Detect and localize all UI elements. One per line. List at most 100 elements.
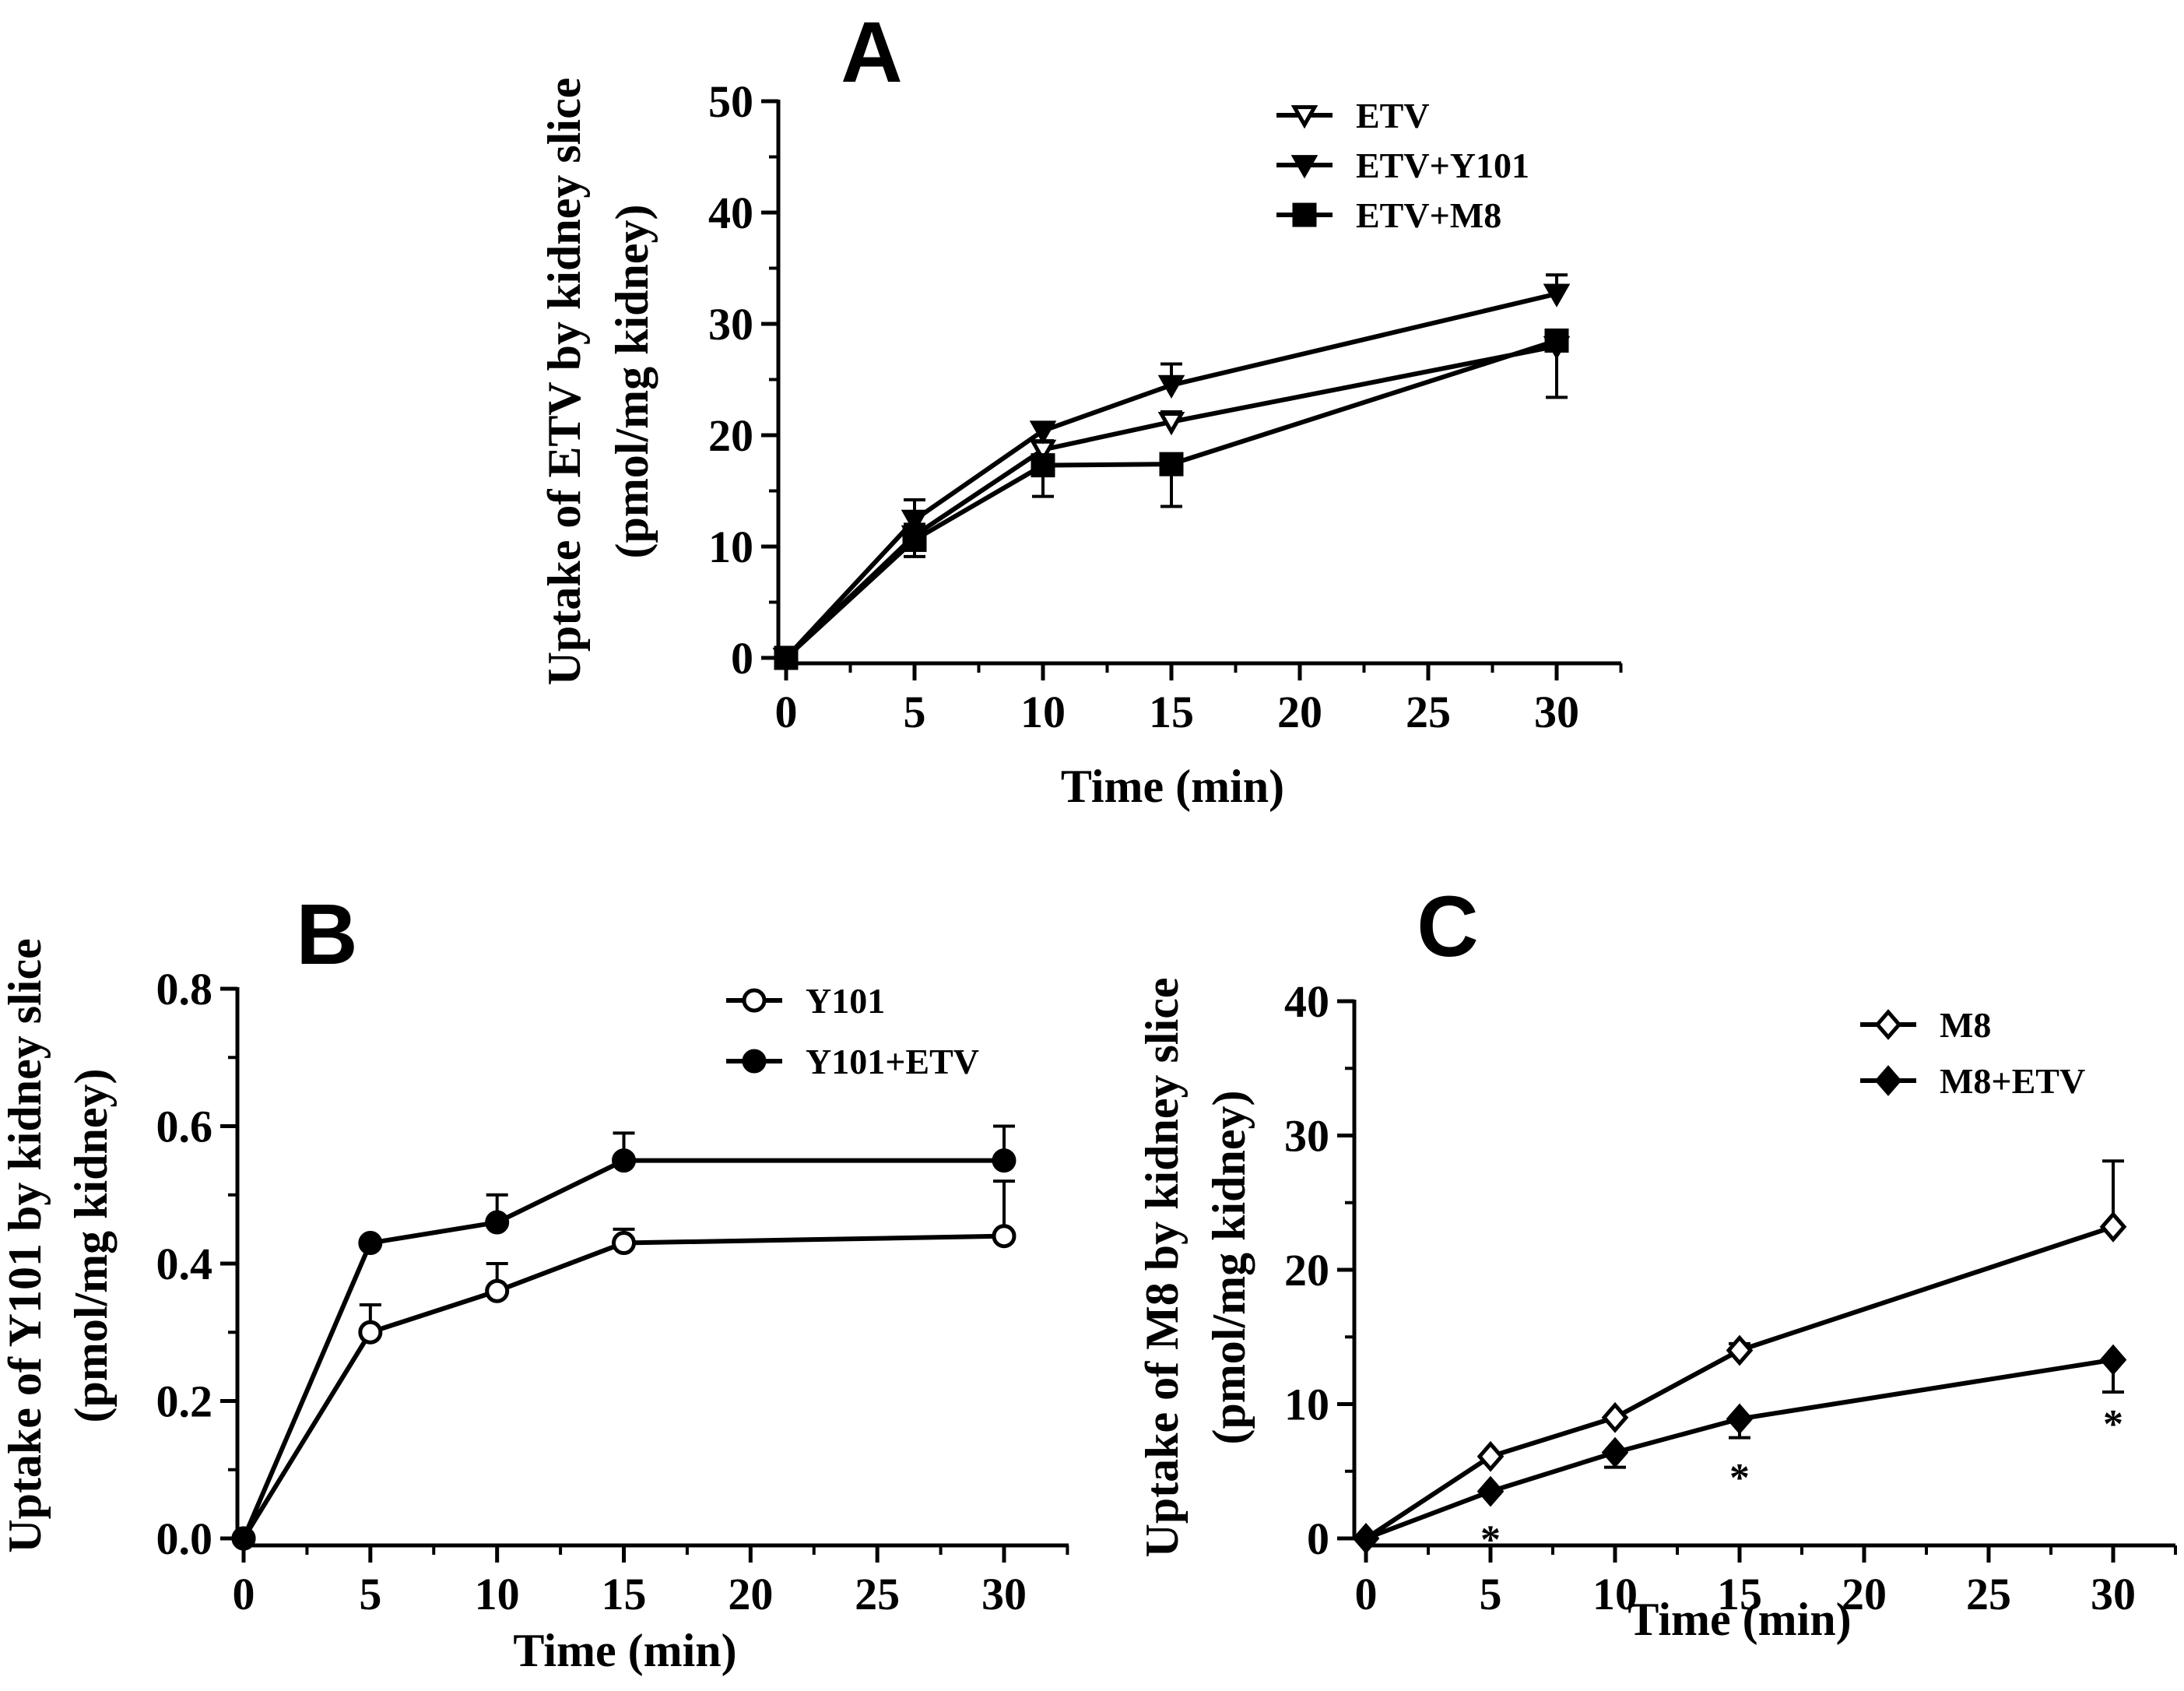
y-tick-label: 0.2: [156, 1376, 213, 1427]
x-tick-label: 25: [1406, 687, 1451, 737]
panel-c: C 0 10 20 30 40 0 5 10 15 20 25 30 Time (min) Uptake o…: [1136, 879, 2177, 1645]
data-point: [485, 1210, 510, 1235]
x-tick-label: 10: [1020, 687, 1066, 737]
legend-entry: ETV+M8: [1276, 195, 1501, 235]
panel-b: B 0.0 0.2 0.4 0.6 0.8 0 5 10 15 20 25 30 Time (min) Up…: [0, 887, 1069, 1676]
y-tick-label: 10: [708, 522, 753, 572]
y-tick-label: 0: [731, 633, 753, 684]
x-tick-label: 30: [981, 1569, 1027, 1619]
significance-marker: *: [1729, 1456, 1750, 1500]
data-point: [1601, 1436, 1629, 1468]
data-point: [1031, 453, 1055, 478]
y-axis-title: Uptake of Y101 by kidney slice: [0, 938, 51, 1553]
data-point: [231, 1526, 256, 1551]
data-point: [2099, 1344, 2127, 1376]
legend-entry: M8+ETV: [1860, 1061, 2085, 1101]
legend-marker: [1874, 1065, 1902, 1096]
data-point: [1157, 374, 1185, 399]
legend-label: Y101: [806, 981, 885, 1021]
legend-marker: [1874, 1009, 1902, 1040]
x-tick-label: 5: [1480, 1569, 1502, 1619]
x-axis-title: Time (min): [1627, 1594, 1851, 1645]
legend-entry: Y101: [726, 981, 885, 1021]
x-tick-label: 15: [1149, 687, 1194, 737]
data-point: [1544, 328, 1569, 353]
legend-label: ETV+Y101: [1356, 146, 1529, 185]
panel-label-a: A: [841, 5, 902, 100]
data-point: [1029, 420, 1057, 445]
y-tick-label: 30: [1284, 1111, 1329, 1162]
x-tick-label: 5: [359, 1569, 381, 1619]
x-tick-label: 15: [602, 1569, 647, 1619]
y-axis-title-unit: (pmol/mg kidney): [65, 1068, 117, 1422]
data-point: [901, 509, 929, 534]
x-tick-label: 25: [1966, 1569, 2011, 1619]
legend-marker: [742, 1049, 767, 1074]
panel-label-c: C: [1417, 879, 1478, 975]
data-point: [992, 1148, 1017, 1173]
x-tick-label: 0: [775, 687, 798, 737]
y-tick-label: 40: [1284, 976, 1329, 1027]
y-axis-title-unit: (pmol/mg kidney): [606, 204, 658, 558]
data-point: [1476, 1475, 1505, 1507]
data-point: [774, 645, 799, 670]
data-point: [612, 1231, 636, 1256]
x-tick-label: 15: [1717, 1569, 1762, 1619]
data-point: [485, 1278, 510, 1303]
y-tick-label: 0.8: [156, 964, 213, 1014]
x-tick-label: 30: [1534, 687, 1579, 737]
series-y101: [231, 1179, 1017, 1551]
x-tick-label: 25: [855, 1569, 900, 1619]
x-tick-label: 5: [904, 687, 926, 737]
legend-entry: ETV+Y101: [1276, 146, 1529, 185]
legend-entry: ETV: [1276, 96, 1430, 135]
legend-entry: Y101+ETV: [726, 1042, 979, 1081]
data-point: [992, 1224, 1017, 1249]
x-tick-label: 10: [475, 1569, 520, 1619]
series-m8-etv: [1352, 1344, 2127, 1554]
legend-label: M8: [1940, 1005, 1991, 1045]
x-tick-label: 0: [233, 1569, 255, 1619]
data-point: [1476, 1440, 1505, 1472]
y-tick-label: 20: [708, 410, 753, 461]
series-etv-m8: [774, 328, 1569, 670]
series-line: [1364, 1357, 2114, 1541]
series-y101-etv: [231, 1124, 1017, 1551]
y-tick-label: 0.4: [156, 1239, 213, 1289]
y-axis-title-unit: (pmol/mg kidney): [1203, 1090, 1255, 1444]
data-point: [1601, 1401, 1629, 1433]
data-point: [1352, 1523, 1380, 1554]
y-tick-label: 0: [1307, 1513, 1329, 1564]
x-tick-label: 20: [1277, 687, 1322, 737]
legend-marker: [742, 988, 767, 1013]
x-tick-label: 30: [2091, 1569, 2136, 1619]
x-tick-label: 20: [728, 1569, 773, 1619]
legend-label: ETV+M8: [1356, 195, 1501, 235]
panel-label-b: B: [296, 887, 357, 983]
data-point: [358, 1320, 383, 1345]
data-point: [358, 1231, 383, 1256]
y-axis-title: Uptake of ETV by kidney slice: [539, 78, 590, 686]
data-point: [1726, 1403, 1754, 1435]
legend-marker: [1292, 202, 1317, 227]
panel-a: A 0 10 20 30 40 50 0 5 10 15 20 25 30 Time (min) Uptake…: [539, 5, 1623, 812]
x-axis-title: Time (min): [513, 1625, 736, 1676]
x-axis-title: Time (min): [1061, 761, 1284, 812]
y-tick-label: 30: [708, 299, 753, 350]
y-tick-label: 50: [708, 76, 753, 127]
x-tick-label: 20: [1842, 1569, 1887, 1619]
legend-label: ETV: [1356, 96, 1430, 135]
x-tick-label: 10: [1592, 1569, 1638, 1619]
series-m8: [1352, 1159, 2127, 1554]
series-line: [241, 1233, 1005, 1540]
data-point: [1157, 411, 1185, 436]
x-tick-label: 0: [1355, 1569, 1378, 1619]
y-tick-label: 0.0: [156, 1513, 213, 1564]
significance-marker: *: [2103, 1402, 2123, 1447]
data-point: [902, 527, 927, 552]
legend-marker: [1290, 105, 1318, 129]
y-tick-label: 0.6: [156, 1102, 213, 1152]
legend-label: Y101+ETV: [806, 1042, 979, 1081]
data-point: [2099, 1211, 2127, 1243]
